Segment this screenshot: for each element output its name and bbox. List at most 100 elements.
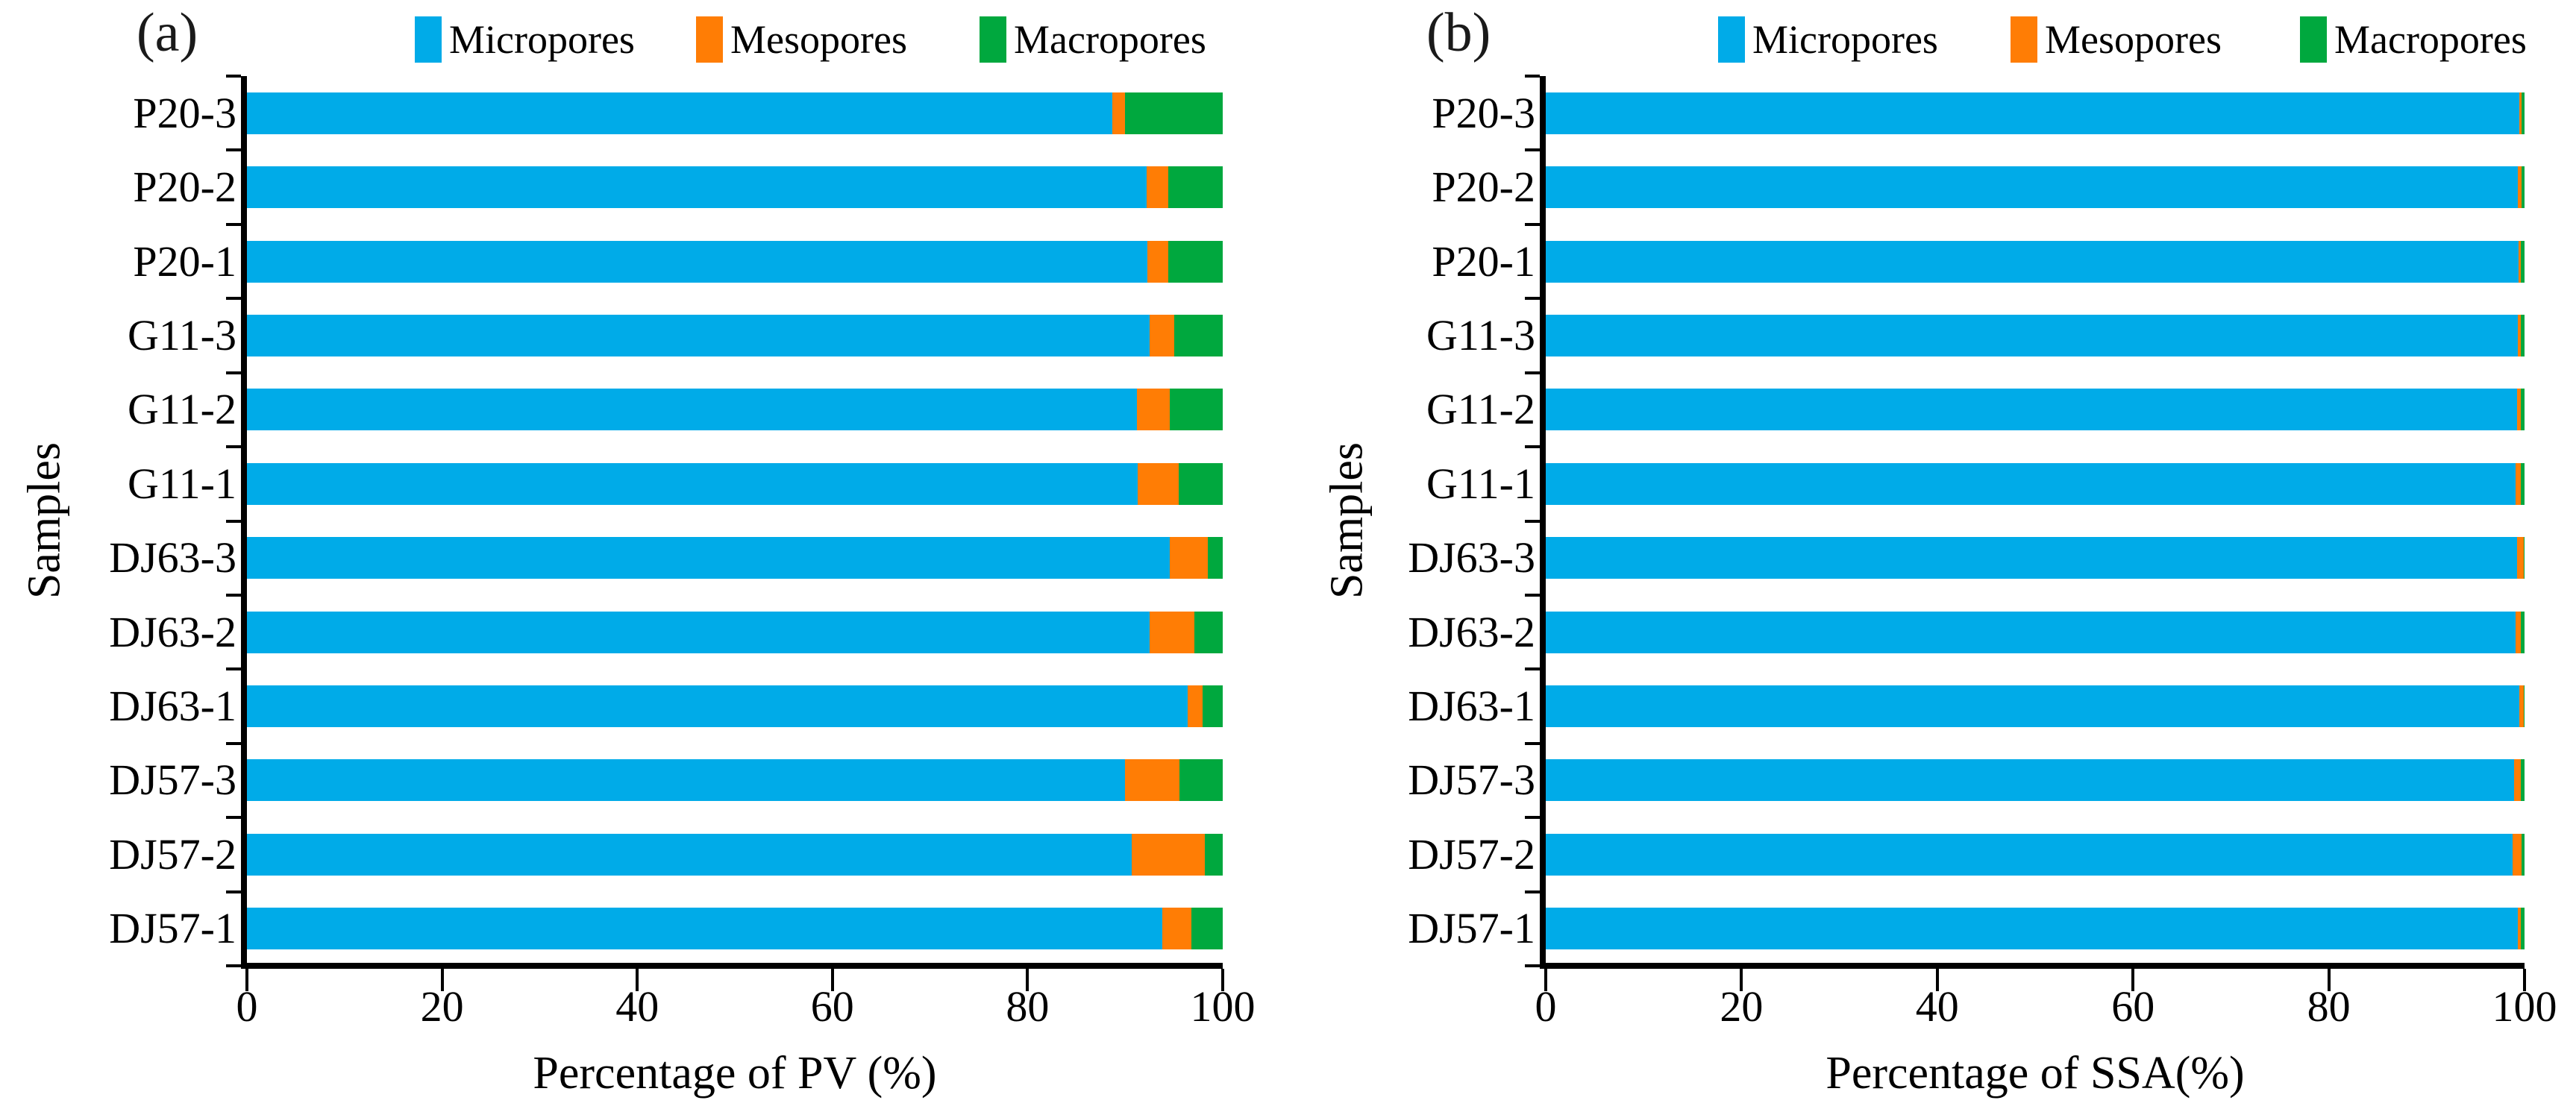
legend-label-macropores: Macropores: [1014, 17, 1206, 62]
bar-segment-micropores: [1546, 389, 2517, 431]
x-axis-tick: [1221, 969, 1224, 991]
x-tick-label: 60: [2111, 982, 2155, 1031]
bar-segment-mesopores: [2516, 462, 2521, 505]
y-axis-tick: [1525, 890, 1540, 893]
bar-segment-mesopores: [1136, 389, 1171, 431]
legend-item-micropores-a: Micropores: [415, 15, 635, 64]
bar-segment-macropores: [2520, 389, 2525, 431]
x-axis-tick: [2523, 969, 2526, 991]
bar-segment-micropores: [247, 611, 1150, 653]
category-label-g11-1: G11-1: [127, 459, 236, 508]
y-axis-tick: [1525, 741, 1540, 745]
y-axis-tick: [226, 890, 241, 893]
legend-label-mesopores: Mesopores: [2045, 17, 2222, 62]
category-label-p20-2: P20-2: [1432, 163, 1535, 212]
x-axis-tick: [2327, 969, 2331, 991]
bar-segment-macropores: [2522, 166, 2525, 209]
legend-swatch-mesopores: [2011, 16, 2037, 63]
y-axis-tick: [1525, 297, 1540, 301]
x-axis-tick: [245, 969, 248, 991]
bar-row-p20-3: [1546, 92, 2525, 134]
bar-segment-mesopores: [1147, 240, 1168, 283]
x-tick-label: 40: [1915, 982, 1959, 1031]
bar-row-p20-1: [247, 240, 1223, 283]
x-axis-spine: [1540, 963, 2525, 969]
y-axis-tick: [226, 519, 241, 523]
bar-segment-macropores: [2520, 314, 2525, 356]
legend-label-mesopores: Mesopores: [730, 17, 907, 62]
bar-segment-mesopores: [1125, 759, 1180, 802]
bar-segment-mesopores: [2517, 314, 2521, 356]
x-tick-label: 0: [1535, 982, 1557, 1031]
category-label-p20-3: P20-3: [133, 88, 236, 137]
category-label-g11-3: G11-3: [127, 310, 236, 359]
bar-row-dj57-3: [1546, 759, 2525, 802]
y-axis-tick: [1525, 519, 1540, 523]
bar-segment-micropores: [247, 833, 1132, 876]
x-axis-tick: [830, 969, 834, 991]
y-axis-tick: [226, 667, 241, 671]
legend-item-mesopores-b: Mesopores: [2011, 15, 2222, 64]
x-axis-tick: [440, 969, 444, 991]
category-label-dj57-1: DJ57-1: [109, 904, 236, 953]
panel-a-label: (a): [137, 2, 198, 63]
bar-segment-micropores: [247, 166, 1147, 209]
bar-segment-mesopores: [2516, 389, 2521, 431]
y-axis-tick: [226, 445, 241, 449]
bar-row-g11-1: [1546, 462, 2525, 505]
bar-row-g11-2: [1546, 389, 2525, 431]
category-label-dj63-1: DJ63-1: [1408, 682, 1535, 731]
bar-row-dj63-1: [1546, 685, 2525, 728]
bar-segment-mesopores: [1112, 92, 1126, 134]
plot-area-a: 0 20 40 60 80 100: [226, 75, 1256, 1031]
bar-segment-micropores: [247, 92, 1113, 134]
bar-segment-macropores: [2520, 462, 2525, 505]
legend-swatch-mesopores: [696, 16, 723, 63]
bar-segment-macropores: [2522, 92, 2525, 134]
y-axis-spine: [1540, 76, 1546, 969]
category-label-dj57-2: DJ57-2: [1408, 829, 1535, 879]
bar-row-p20-1: [1546, 240, 2525, 283]
x-tick-label: 20: [1720, 982, 1764, 1031]
category-label-p20-2: P20-2: [133, 163, 236, 212]
y-axis-tick: [226, 593, 241, 597]
y-axis-tick: [226, 148, 241, 152]
bar-segment-micropores: [1546, 240, 2519, 283]
x-tick-label: 60: [810, 982, 854, 1031]
bar-segment-macropores: [1168, 166, 1223, 209]
bar-segment-micropores: [1546, 759, 2514, 802]
y-axis-tick: [1525, 148, 1540, 152]
bar-row-dj63-3: [1546, 537, 2525, 579]
bar-row-g11-2: [247, 389, 1223, 431]
legend-label-micropores: Micropores: [1752, 17, 1938, 62]
bar-row-dj63-2: [1546, 611, 2525, 653]
bar-row-g11-1: [247, 462, 1223, 505]
bar-row-dj63-1: [247, 685, 1223, 728]
bar-segment-micropores: [247, 685, 1188, 728]
bar-row-dj57-1: [1546, 908, 2525, 950]
y-axis-tick: [226, 816, 241, 820]
bar-row-dj57-3: [247, 759, 1223, 802]
x-axis-tick: [2131, 969, 2135, 991]
category-label-dj57-3: DJ57-3: [109, 755, 236, 805]
bar-segment-macropores: [1191, 908, 1223, 950]
bar-segment-mesopores: [1132, 833, 1206, 876]
x-tick-label: 80: [1006, 982, 1050, 1031]
legend-item-mesopores-a: Mesopores: [696, 15, 907, 64]
bar-segment-micropores: [247, 462, 1138, 505]
panel-b-label: (b): [1426, 2, 1491, 63]
bar-segment-macropores: [2522, 833, 2525, 876]
bar-segment-micropores: [247, 759, 1126, 802]
bar-segment-micropores: [1546, 92, 2520, 134]
bar-segment-micropores: [247, 314, 1150, 356]
bar-segment-mesopores: [2519, 685, 2524, 728]
bar-segment-macropores: [1208, 537, 1223, 579]
category-label-dj63-2: DJ63-2: [109, 607, 236, 656]
bar-row-p20-2: [1546, 166, 2525, 209]
x-axis-title-a: Percentage of PV (%): [533, 1048, 937, 1099]
bar-segment-micropores: [1546, 685, 2520, 728]
bar-segment-mesopores: [2516, 611, 2521, 653]
bar-segment-mesopores: [2519, 92, 2522, 134]
bar-segment-mesopores: [2513, 759, 2521, 802]
